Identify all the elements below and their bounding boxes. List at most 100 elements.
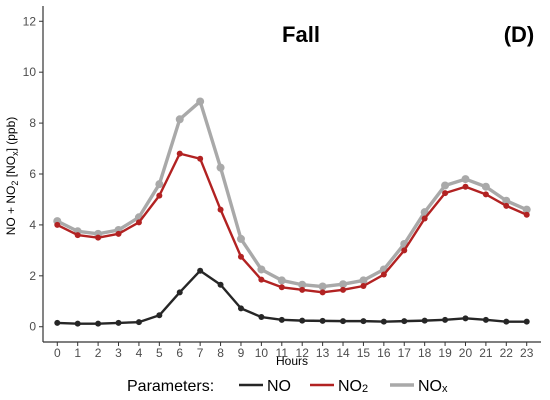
- x-tick-label: 13: [316, 346, 330, 360]
- y-tick-label: 4: [29, 218, 36, 232]
- x-tick-label: 14: [336, 346, 350, 360]
- point-no2: [115, 230, 122, 237]
- point-no2: [523, 211, 530, 218]
- point-no2: [360, 283, 367, 289]
- point-no: [421, 317, 428, 324]
- point-no2: [54, 221, 61, 228]
- x-tick-label: 10: [255, 346, 269, 360]
- point-no2: [258, 276, 265, 283]
- y-tick-label: 10: [23, 65, 37, 79]
- legend-label-nox: NOx: [418, 378, 448, 395]
- point-no2: [176, 150, 183, 157]
- point-nox: [257, 265, 266, 274]
- point-no: [523, 318, 530, 325]
- point-no: [340, 318, 347, 325]
- point-no: [197, 267, 204, 274]
- point-no: [95, 320, 102, 327]
- point-no: [278, 316, 285, 323]
- point-no2: [237, 253, 244, 260]
- point-no: [401, 318, 408, 325]
- series-line-no2: [56, 152, 528, 294]
- x-tick-label: 5: [156, 346, 163, 360]
- point-no2: [278, 284, 285, 291]
- y-label-sub-2: 2: [10, 181, 20, 186]
- series-line-nox: [56, 99, 528, 289]
- point-nox: [277, 276, 286, 285]
- point-no: [258, 314, 265, 321]
- y-label-part-3: ] (ppb): [4, 117, 18, 152]
- y-tick-label: 2: [29, 269, 36, 283]
- x-tick-label: 8: [217, 346, 224, 360]
- point-no2: [217, 206, 224, 213]
- x-tick-label: 15: [357, 346, 371, 360]
- point-nox: [236, 234, 245, 243]
- y-axis-label: NO + NO2 [NOx] (ppb): [4, 117, 20, 236]
- point-no: [217, 281, 224, 288]
- point-nox: [318, 282, 327, 291]
- y-label-sub-x: x: [10, 151, 20, 156]
- x-tick-label: 7: [197, 346, 204, 360]
- plot-panel: [42, 6, 541, 343]
- x-tick-label: 6: [176, 346, 183, 360]
- x-tick-label: 21: [479, 346, 493, 360]
- point-no: [135, 319, 142, 326]
- point-no: [176, 289, 183, 296]
- point-no2: [380, 271, 387, 278]
- point-no2: [401, 247, 408, 254]
- legend: Parameters: NO NO2 NOx: [127, 378, 448, 395]
- point-nox: [481, 182, 490, 191]
- x-tick-label: 22: [500, 346, 514, 360]
- x-tick-label: 0: [54, 346, 61, 360]
- point-no2: [482, 191, 489, 198]
- x-tick-label: 11: [276, 346, 289, 360]
- point-no: [74, 320, 81, 327]
- x-tick-label: 17: [398, 346, 412, 360]
- series-line-no: [57, 269, 527, 325]
- point-no2: [299, 286, 306, 293]
- point-nox: [522, 205, 531, 214]
- point-nox: [216, 163, 225, 172]
- x-tick-label: 1: [74, 346, 81, 360]
- x-tick-label: 16: [377, 346, 391, 360]
- point-no2: [197, 155, 204, 162]
- legend-label-no2: NO2: [338, 378, 368, 395]
- point-no: [462, 315, 469, 322]
- point-no: [115, 319, 122, 326]
- point-nox: [502, 196, 511, 205]
- x-axis-label: Hours: [276, 354, 308, 368]
- point-no: [54, 319, 61, 326]
- point-no: [503, 318, 510, 325]
- y-tick-label: 8: [29, 116, 36, 130]
- point-no2: [135, 219, 142, 226]
- y-tick-label: 0: [29, 320, 36, 334]
- y-label-part-2: [NO: [4, 156, 18, 181]
- point-nox: [298, 280, 307, 289]
- point-no: [380, 318, 387, 325]
- y-ticks: 0 2 4 6 8 10 12: [23, 14, 43, 334]
- point-nox: [461, 175, 470, 184]
- series-layer: [53, 97, 531, 327]
- x-tick-label: 18: [418, 346, 432, 360]
- point-nox: [196, 97, 205, 106]
- x-tick-label: 12: [296, 346, 310, 360]
- point-no2: [319, 289, 326, 296]
- point-nox: [155, 180, 164, 189]
- point-no2: [503, 202, 510, 209]
- point-no2: [95, 234, 102, 241]
- x-tick-label: 23: [520, 346, 534, 360]
- x-tick-label: 19: [438, 346, 452, 360]
- point-no: [482, 316, 489, 323]
- x-tick-label: 2: [95, 346, 102, 360]
- y-tick-label: 12: [23, 14, 37, 28]
- y-label-part-1: NO + NO: [4, 186, 18, 236]
- point-no2: [462, 183, 469, 190]
- point-no: [237, 305, 244, 312]
- legend-label-no: NO: [267, 378, 291, 395]
- point-no: [442, 316, 449, 323]
- point-no2: [74, 232, 81, 239]
- x-ticks: 0 1 2 3 4 5 6 7 8 9 10 11 12 13 14 15 16 17 18 19 20 21 22 23: [54, 342, 534, 360]
- point-no2: [421, 215, 428, 222]
- x-tick-label: 9: [238, 346, 245, 360]
- point-no2: [156, 192, 163, 199]
